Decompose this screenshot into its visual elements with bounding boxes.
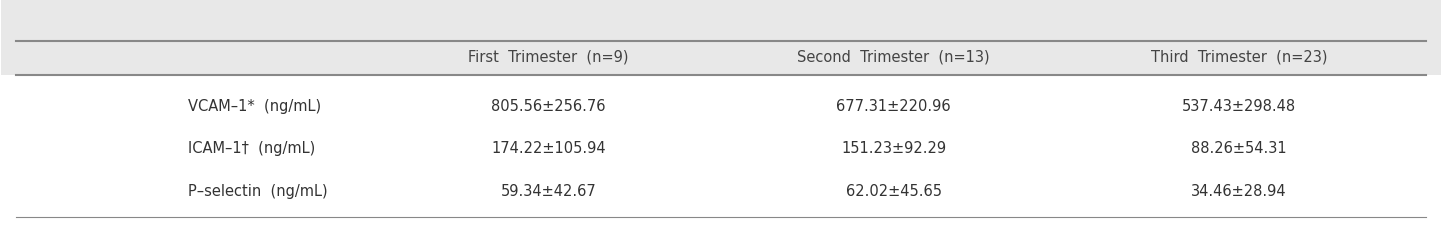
Text: 88.26±54.31: 88.26±54.31 — [1191, 141, 1286, 156]
Text: 174.22±105.94: 174.22±105.94 — [490, 141, 606, 156]
Text: First  Trimester  (n=9): First Trimester (n=9) — [469, 49, 629, 64]
Text: 537.43±298.48: 537.43±298.48 — [1182, 98, 1296, 113]
Text: 62.02±45.65: 62.02±45.65 — [845, 183, 942, 198]
Text: 34.46±28.94: 34.46±28.94 — [1191, 183, 1286, 198]
FancyBboxPatch shape — [1, 1, 1441, 75]
Text: VCAM–1*  (ng/mL): VCAM–1* (ng/mL) — [189, 98, 322, 113]
Text: P–selectin  (ng/mL): P–selectin (ng/mL) — [189, 183, 329, 198]
Text: 805.56±256.76: 805.56±256.76 — [492, 98, 606, 113]
Text: 59.34±42.67: 59.34±42.67 — [500, 183, 596, 198]
Text: ICAM–1†  (ng/mL): ICAM–1† (ng/mL) — [189, 141, 316, 156]
Text: 151.23±92.29: 151.23±92.29 — [841, 141, 946, 156]
Text: 677.31±220.96: 677.31±220.96 — [836, 98, 952, 113]
Text: Third  Trimester  (n=23): Third Trimester (n=23) — [1151, 49, 1328, 64]
Text: Second  Trimester  (n=13): Second Trimester (n=13) — [797, 49, 991, 64]
